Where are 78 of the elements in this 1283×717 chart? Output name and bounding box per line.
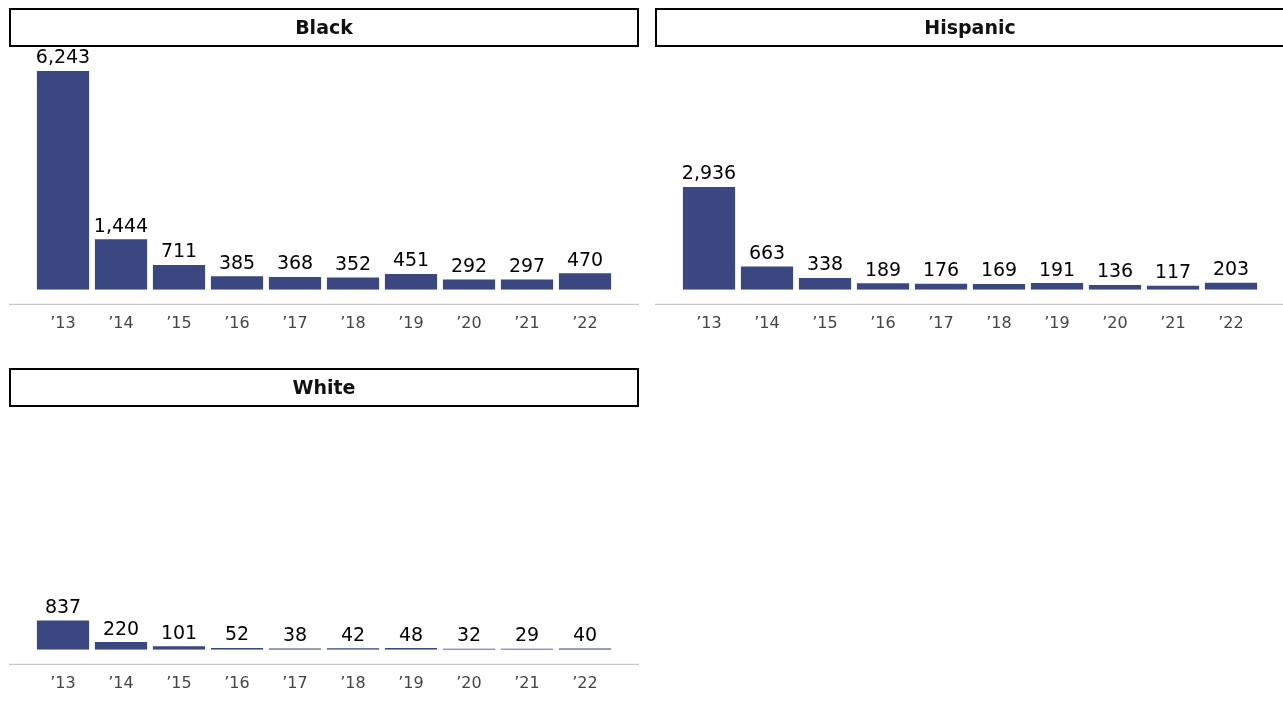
x-tick-label: ’13 bbox=[696, 312, 722, 332]
x-tick-label: ’20 bbox=[456, 672, 482, 692]
bar bbox=[558, 273, 612, 290]
bar bbox=[326, 277, 380, 290]
chart-title: White bbox=[9, 368, 639, 407]
x-tick-label: ’21 bbox=[514, 312, 540, 332]
data-label: 6,243 bbox=[35, 45, 91, 68]
chart-title: Hispanic bbox=[655, 8, 1283, 47]
bar bbox=[94, 239, 148, 290]
data-label: 338 bbox=[806, 252, 844, 275]
data-label: 101 bbox=[160, 620, 198, 643]
data-label: 297 bbox=[508, 253, 546, 276]
data-label: 451 bbox=[392, 248, 430, 271]
x-tick-label: ’17 bbox=[928, 312, 954, 332]
x-tick-label: ’17 bbox=[282, 312, 308, 332]
x-tick-label: ’20 bbox=[1102, 312, 1128, 332]
data-label: 52 bbox=[224, 622, 250, 645]
x-tick-label: ’15 bbox=[166, 672, 192, 692]
data-label: 203 bbox=[1212, 257, 1250, 280]
x-tick-label: ’19 bbox=[1044, 312, 1070, 332]
x-tick-label: ’13 bbox=[50, 672, 76, 692]
data-label: 1,444 bbox=[93, 213, 149, 236]
x-tick-label: ’14 bbox=[754, 312, 780, 332]
bar bbox=[740, 266, 794, 290]
bar bbox=[856, 283, 910, 290]
x-tick-label: ’17 bbox=[282, 672, 308, 692]
bar bbox=[36, 620, 90, 650]
x-tick-label: ’15 bbox=[166, 312, 192, 332]
x-tick-label: ’18 bbox=[340, 672, 366, 692]
chart-title: Black bbox=[9, 8, 639, 47]
bar bbox=[268, 276, 322, 290]
data-label: 29 bbox=[514, 623, 540, 646]
data-label: 48 bbox=[398, 622, 424, 645]
x-tick-label: ’21 bbox=[1160, 312, 1186, 332]
bar bbox=[384, 274, 438, 290]
x-tick-label: ’16 bbox=[224, 312, 250, 332]
x-tick-label: ’22 bbox=[572, 312, 598, 332]
data-label: 352 bbox=[334, 251, 372, 274]
x-tick-label: ’22 bbox=[572, 672, 598, 692]
data-label: 292 bbox=[450, 254, 488, 277]
data-label: 663 bbox=[748, 241, 786, 264]
data-label: 2,936 bbox=[681, 161, 737, 184]
bar bbox=[36, 71, 90, 290]
bar bbox=[682, 186, 736, 290]
data-label: 711 bbox=[160, 239, 198, 262]
bar bbox=[500, 279, 554, 290]
data-label: 191 bbox=[1038, 257, 1076, 280]
data-label: 837 bbox=[44, 594, 82, 617]
data-label: 117 bbox=[1154, 260, 1192, 283]
bar bbox=[798, 277, 852, 290]
x-tick-label: ’14 bbox=[108, 672, 134, 692]
x-tick-label: ’22 bbox=[1218, 312, 1244, 332]
x-tick-label: ’18 bbox=[340, 312, 366, 332]
data-label: 169 bbox=[980, 258, 1018, 281]
data-label: 385 bbox=[218, 250, 256, 273]
x-tick-label: ’19 bbox=[398, 312, 424, 332]
x-tick-label: ’16 bbox=[870, 312, 896, 332]
bar bbox=[94, 642, 148, 650]
x-tick-label: ’20 bbox=[456, 312, 482, 332]
data-label: 368 bbox=[276, 251, 314, 274]
data-label: 32 bbox=[456, 623, 482, 646]
x-tick-label: ’18 bbox=[986, 312, 1012, 332]
data-label: 136 bbox=[1096, 259, 1134, 282]
data-label: 42 bbox=[340, 622, 366, 645]
data-label: 470 bbox=[566, 247, 604, 270]
data-label: 220 bbox=[102, 616, 140, 639]
bar bbox=[210, 276, 264, 290]
data-label: 189 bbox=[864, 257, 902, 280]
data-label: 176 bbox=[922, 258, 960, 281]
bar bbox=[152, 264, 206, 290]
x-tick-label: ’14 bbox=[108, 312, 134, 332]
x-tick-label: ’15 bbox=[812, 312, 838, 332]
x-tick-label: ’21 bbox=[514, 672, 540, 692]
x-tick-label: ’19 bbox=[398, 672, 424, 692]
data-label: 40 bbox=[572, 622, 598, 645]
x-tick-label: ’16 bbox=[224, 672, 250, 692]
x-tick-label: ’13 bbox=[50, 312, 76, 332]
data-label: 38 bbox=[282, 622, 308, 645]
